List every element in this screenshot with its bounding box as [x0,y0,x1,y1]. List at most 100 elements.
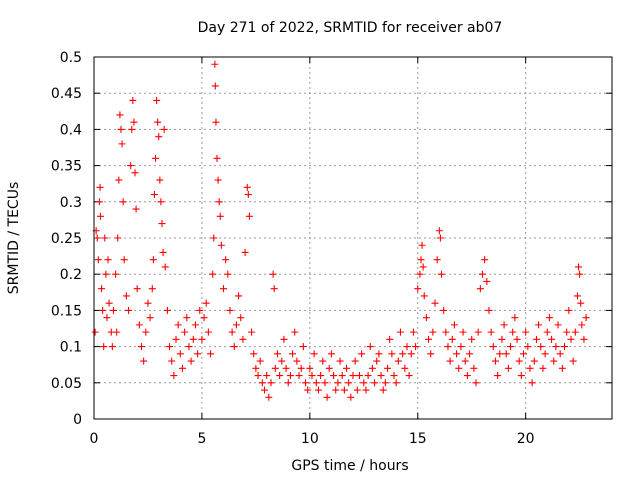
data-point [515,357,523,365]
data-point [252,364,260,372]
data-point [442,328,450,336]
data-point [117,125,125,133]
data-point [248,328,256,336]
data-point [470,364,478,372]
data-point [321,379,329,387]
data-point [355,372,363,380]
data-point [466,350,474,358]
data-point [353,386,361,394]
data-point [388,350,396,358]
data-point [552,343,560,351]
data-point [166,343,174,351]
y-tick-label: 0.2 [60,267,82,283]
data-point [115,176,123,184]
data-point [381,379,389,387]
plot-frame [93,56,613,420]
data-point [522,328,530,336]
data-point [156,176,164,184]
data-point [116,111,124,119]
data-point [158,220,166,228]
data-point [476,285,484,293]
data-point [487,328,495,336]
data-point [183,314,191,322]
data-point [340,386,348,394]
data-point [489,343,497,351]
data-point [429,328,437,336]
data-point [103,314,111,322]
data-point [91,328,99,336]
data-point [468,335,476,343]
data-point [332,386,340,394]
data-point [392,379,400,387]
data-point [520,350,528,358]
data-point [569,357,577,365]
data-point [210,234,218,242]
data-point [435,227,443,235]
data-point [362,386,370,394]
data-point [448,335,456,343]
data-point [148,285,156,293]
data-point [433,256,441,264]
chart-title: Day 271 of 2022, SRMTID for receiver ab0… [198,20,503,36]
data-point [577,299,585,307]
x-tick-label: 10 [301,431,319,447]
data-point [364,372,372,380]
data-point [567,335,575,343]
data-point [371,379,379,387]
data-point [543,328,551,336]
data-point [99,306,107,314]
data-point [172,335,180,343]
data-point [485,306,493,314]
data-point [513,335,521,343]
data-point [212,118,220,126]
data-point [146,314,154,322]
data-point [379,386,387,394]
data-point [243,183,251,191]
y-tick-label: 0.1 [60,340,82,356]
data-point [112,270,120,278]
data-point [399,350,407,358]
data-point [214,176,222,184]
data-point [273,350,281,358]
data-point [343,364,351,372]
data-point [114,234,122,242]
y-tick-label: 0.35 [51,159,82,175]
y-axis-label: SRMTID / TECUs [6,182,22,295]
data-point [237,314,245,322]
data-point [129,96,137,104]
data-point [455,364,463,372]
data-point [155,133,163,141]
data-point [474,328,482,336]
data-point [120,256,128,264]
data-point [444,343,452,351]
data-point [535,321,543,329]
data-point [215,198,223,206]
data-point [270,285,278,293]
data-point [325,364,333,372]
data-point [244,191,252,199]
data-point [548,335,556,343]
data-point [539,364,547,372]
data-point [196,306,204,314]
data-point [232,321,240,329]
data-point [304,386,312,394]
data-point [420,292,428,300]
data-point [101,234,109,242]
data-point [150,191,158,199]
y-tick-label: 0.05 [51,376,82,392]
data-point [561,343,569,351]
data-point [368,364,376,372]
data-point [94,256,102,264]
y-tick-label: 0.5 [60,50,82,66]
data-point [394,357,402,365]
data-point [176,350,184,358]
data-point [349,372,357,380]
data-points [91,60,590,401]
data-point [575,263,583,271]
data-point [511,314,519,322]
data-point [170,372,178,380]
data-point [245,212,253,220]
data-point [358,350,366,358]
x-axis-label: GPS time / hours [291,458,408,474]
data-point [405,372,413,380]
